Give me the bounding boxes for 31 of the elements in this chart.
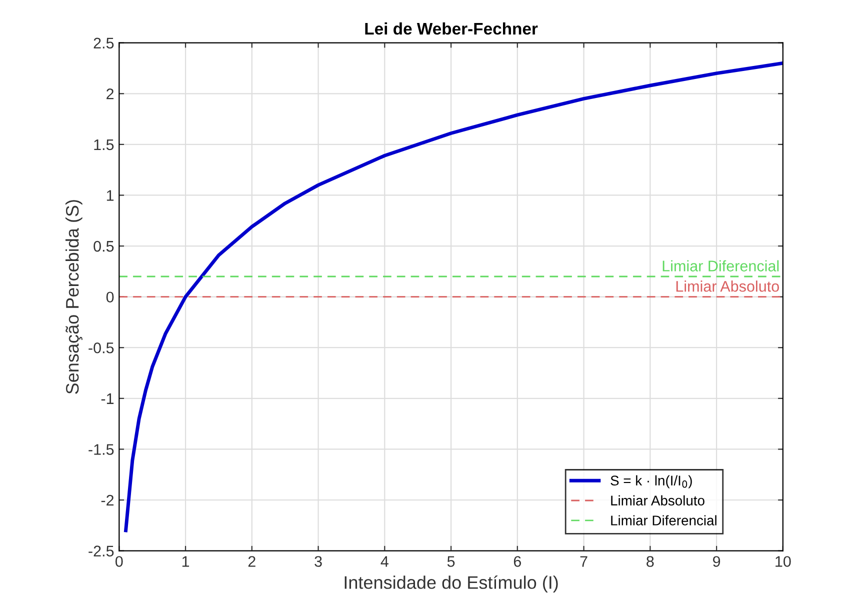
y-tick-label: -1.5 — [88, 444, 114, 455]
ref-line-label: Limiar Absoluto — [676, 280, 779, 292]
y-tick-label: 1 — [106, 190, 114, 201]
chart-title: Lei de Weber-Fechner — [365, 22, 538, 35]
y-tick-label: 0 — [106, 292, 114, 303]
y-tick-label: -1 — [101, 393, 114, 404]
y-tick-label: 0.5 — [94, 240, 114, 252]
y-tick-label: -2.5 — [88, 546, 114, 556]
x-tick-label: 7 — [580, 556, 588, 567]
x-tick-label: 8 — [646, 556, 654, 567]
x-tick-label: 10 — [776, 556, 791, 567]
x-tick-label: 0 — [115, 556, 123, 567]
line-series — [124, 61, 783, 532]
x-axis-title: Intensidade do Estímulo (I) — [344, 575, 558, 592]
y-tick-label: 1.5 — [94, 139, 114, 150]
x-tick-label: 2 — [248, 556, 256, 567]
text: Limiar Diferencial — [611, 515, 716, 526]
y-tick-label: 2.5 — [94, 38, 114, 49]
y-axis-title: Sensação Percebida (S) — [65, 200, 82, 394]
x-tick-label: 6 — [514, 556, 521, 567]
x-tick-label: 4 — [380, 556, 388, 567]
y-tick-label: -0.5 — [88, 342, 114, 354]
ref-line-label: Limiar Diferencial — [662, 260, 779, 272]
x-tick-label: 5 — [447, 556, 455, 567]
y-tick-label: -2 — [101, 494, 114, 506]
x-tick-label: 9 — [713, 556, 720, 567]
legend-label: S = k · ln(I/I$_{0}$) — [610, 475, 692, 488]
y-tick-label: 2 — [106, 88, 114, 100]
x-tick-label: 3 — [314, 556, 322, 567]
text: Limiar Absoluto — [611, 495, 704, 506]
x-tick-label: 1 — [182, 556, 190, 567]
